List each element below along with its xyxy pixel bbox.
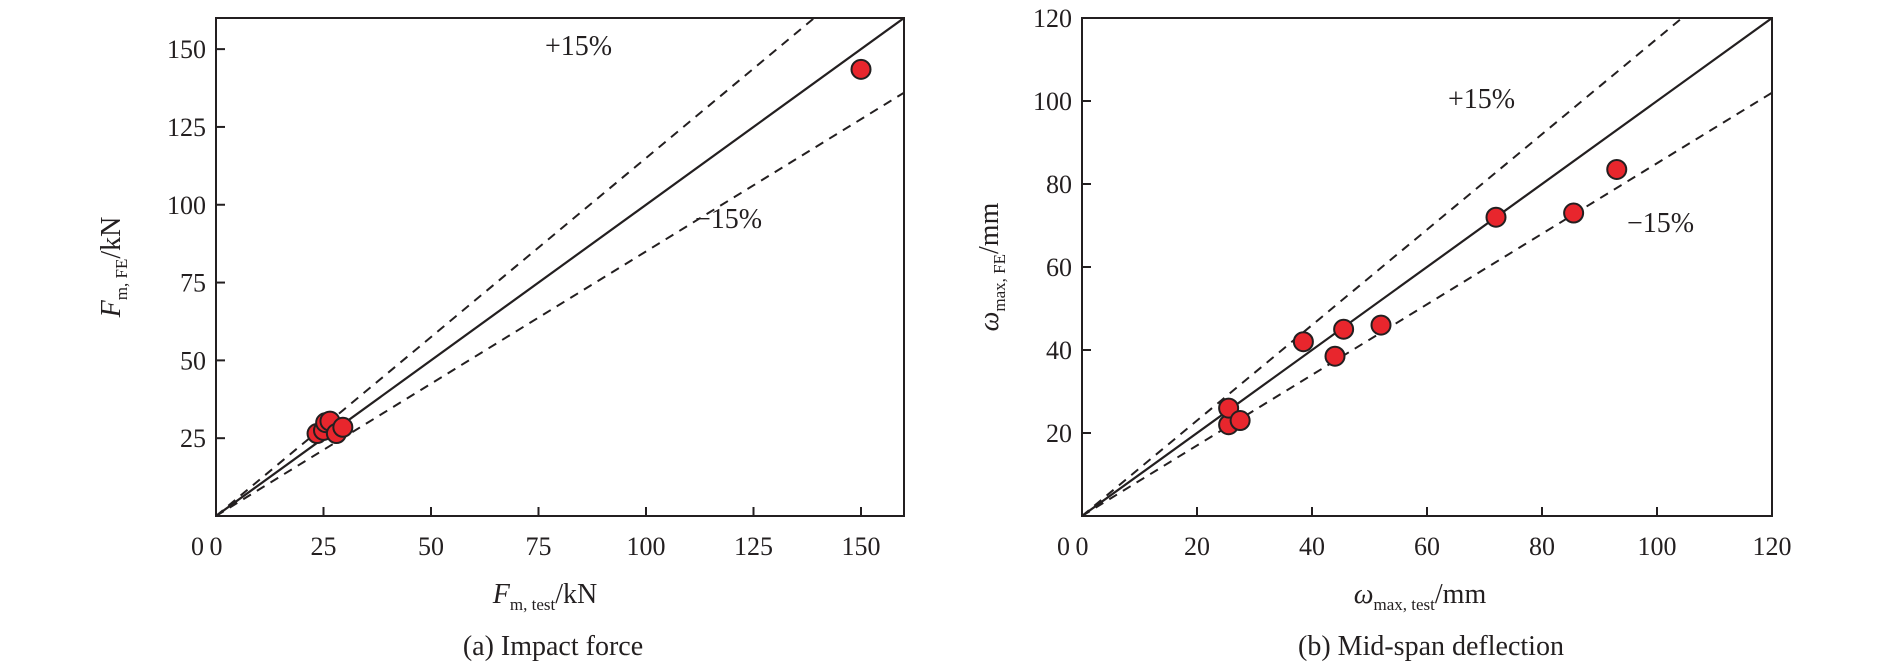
x-tick-label: 125	[734, 532, 773, 561]
y-tick-label: 100	[167, 191, 206, 220]
y-tick-label: 40	[1046, 336, 1072, 365]
y-tick-label: 60	[1046, 253, 1072, 282]
y-tick-label: 20	[1046, 419, 1072, 448]
panel-caption: (b) Mid-span deflection	[1298, 631, 1564, 662]
y-tick-label: 75	[180, 269, 206, 298]
y-axis-label-subscript: max, FE	[990, 254, 1009, 312]
plus-15-line	[216, 18, 815, 516]
y-tick-label: 80	[1046, 170, 1072, 199]
panel-caption: (a) Impact force	[463, 631, 643, 662]
plot-frame	[215, 17, 905, 517]
data-point	[1485, 206, 1507, 228]
y-tick-label: 150	[167, 35, 206, 64]
data-point	[1606, 158, 1628, 180]
data-point	[850, 58, 872, 80]
x-tick-label: 100	[1638, 532, 1677, 561]
data-point	[1292, 331, 1314, 353]
x-tick-label: 25	[311, 532, 337, 561]
y-tick-label: 100	[1033, 87, 1072, 116]
x-tick-label: 0	[210, 532, 223, 561]
y-axis-label-subscript: m, FE	[112, 259, 131, 301]
plus-15-line	[1082, 18, 1683, 516]
x-axis-label-unit: /kN	[555, 579, 597, 610]
x-tick-label: 80	[1529, 532, 1555, 561]
y-axis-label-unit: /mm	[974, 202, 1005, 254]
x-tick-label: 150	[842, 532, 881, 561]
y-axis-label: Fm, FE/kN	[96, 217, 131, 319]
origin-label: 0	[1057, 532, 1070, 561]
x-tick-label: 75	[526, 532, 552, 561]
origin-label: 0	[191, 532, 204, 561]
y-tick-label: 125	[167, 113, 206, 142]
x-tick-label: 40	[1299, 532, 1325, 561]
x-tick-label: 120	[1753, 532, 1792, 561]
data-point	[1370, 314, 1392, 336]
x-tick-label: 100	[627, 532, 666, 561]
y-tick-label: 50	[180, 346, 206, 375]
x-axis-label-unit: /mm	[1435, 579, 1487, 610]
x-axis-label: ωmax, test/mm	[1354, 579, 1487, 614]
x-tick-label: 0	[1076, 532, 1089, 561]
x-tick-label: 50	[418, 532, 444, 561]
chart-panel-b: +15%−15%0 20 40 60 80 100 120204060801001200ωm…	[974, 4, 1792, 662]
y-axis-label: ωmax, FE/mm	[974, 202, 1009, 331]
minus-15-label: −15%	[1627, 208, 1694, 239]
y-tick-label: 120	[1033, 4, 1072, 33]
x-axis-label-subscript: m, test	[510, 595, 556, 614]
data-point	[1324, 345, 1346, 367]
plus-15-label: +15%	[545, 31, 612, 62]
x-axis-label-symbol: ω	[1354, 579, 1374, 610]
data-point	[1333, 318, 1355, 340]
plus-15-label: +15%	[1448, 84, 1515, 115]
x-tick-label: 20	[1184, 532, 1210, 561]
y-axis-label-symbol: ω	[974, 312, 1005, 332]
minus-15-line	[216, 91, 904, 516]
y-axis-label-unit: /kN	[96, 217, 127, 259]
y-tick-label: 25	[180, 424, 206, 453]
identity-line	[1082, 18, 1772, 516]
data-point	[332, 416, 354, 438]
data-point	[1229, 410, 1251, 432]
data-point	[1563, 202, 1585, 224]
x-axis-label-subscript: max, test	[1374, 595, 1436, 614]
minus-15-line	[1082, 91, 1772, 516]
x-tick-label: 60	[1414, 532, 1440, 561]
x-axis-label-symbol: F	[492, 579, 511, 610]
chart-panel-a: +15% −15% 0 25 50 75 100 125 150 25 50 75 100 125 150 0…	[96, 17, 905, 662]
minus-15-label: −15%	[695, 204, 762, 235]
y-axis-label-symbol: F	[96, 299, 127, 318]
x-axis-label: Fm, test/kN	[492, 579, 597, 614]
